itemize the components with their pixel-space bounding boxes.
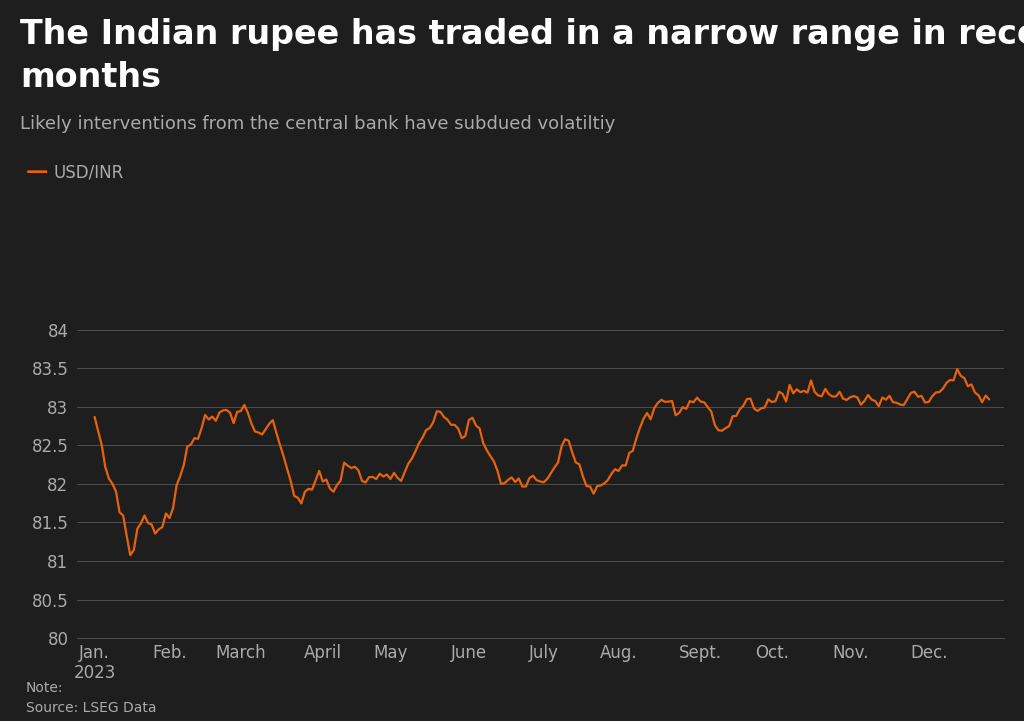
Text: Likely interventions from the central bank have subdued volatiltiy: Likely interventions from the central ba… bbox=[20, 115, 615, 133]
Text: USD/INR: USD/INR bbox=[53, 164, 124, 182]
Text: —: — bbox=[26, 162, 48, 182]
Text: The Indian rupee has traded in a narrow range in recent: The Indian rupee has traded in a narrow … bbox=[20, 18, 1024, 51]
Text: months: months bbox=[20, 61, 162, 94]
Text: Source: LSEG Data: Source: LSEG Data bbox=[26, 701, 156, 715]
Text: Note:: Note: bbox=[26, 681, 63, 695]
